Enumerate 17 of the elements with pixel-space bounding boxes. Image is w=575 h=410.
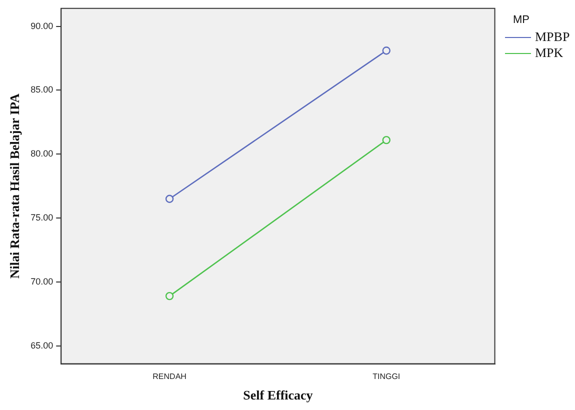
legend-title: MP xyxy=(513,14,530,26)
y-tick-label: 75.00 xyxy=(30,212,54,223)
x-tick-label: RENDAH xyxy=(152,372,187,381)
legend-label: MPBP xyxy=(535,29,570,45)
y-tick-label: 80.00 xyxy=(30,148,54,159)
y-tick-label: 85.00 xyxy=(30,84,54,95)
point xyxy=(382,136,390,144)
point xyxy=(165,194,174,203)
y-axis-title: Nilai Rata-rata Hasil Belajar IPA xyxy=(7,92,22,279)
x-axis-title: Self Efficacy xyxy=(243,388,314,403)
point xyxy=(382,46,390,55)
y-tick-label: 90.00 xyxy=(30,20,54,31)
x-tick-label: TINGGI xyxy=(372,372,400,381)
y-tick-label: 65.00 xyxy=(30,340,54,350)
point xyxy=(165,292,174,300)
legend-label: MPK xyxy=(535,45,564,61)
y-tick-label: 70.00 xyxy=(30,276,54,286)
